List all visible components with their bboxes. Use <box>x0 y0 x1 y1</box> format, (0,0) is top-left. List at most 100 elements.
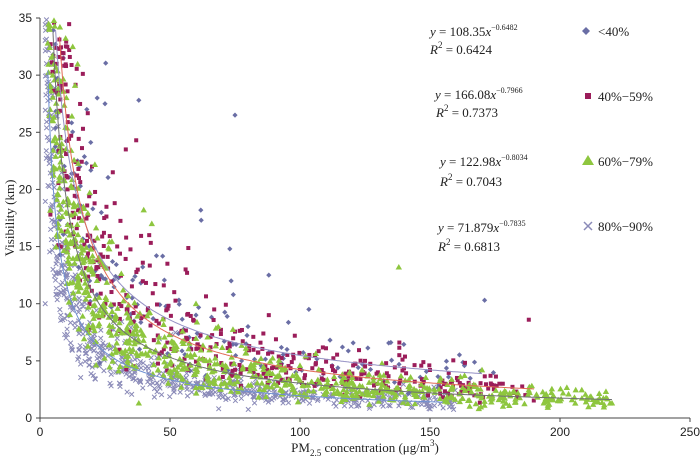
data-point <box>161 283 166 288</box>
data-point <box>184 393 191 399</box>
data-point <box>321 383 329 390</box>
data-point <box>113 339 120 346</box>
data-point <box>110 170 115 175</box>
data-point <box>230 368 235 373</box>
data-point <box>419 363 424 368</box>
tick-labels: 0 50 100 150 200 250 0 5 10 15 20 25 30 35 <box>19 11 700 439</box>
data-point <box>291 356 296 361</box>
data-point <box>433 397 439 403</box>
data-point <box>245 323 251 330</box>
data-point <box>192 300 200 307</box>
data-point <box>91 302 99 308</box>
data-point <box>167 374 175 381</box>
x-tick-label: 250 <box>680 425 700 439</box>
data-point <box>332 380 340 386</box>
data-point <box>245 382 252 388</box>
data-point <box>179 348 185 354</box>
data-point <box>90 206 96 212</box>
data-point <box>105 254 110 259</box>
data-point <box>131 310 136 315</box>
data-point <box>84 216 89 221</box>
data-point <box>70 210 75 215</box>
data-point <box>65 253 73 260</box>
data-point <box>190 371 198 378</box>
data-point <box>362 388 370 395</box>
data-point <box>102 101 108 107</box>
data-point <box>54 255 61 261</box>
data-point <box>466 403 473 409</box>
data-point <box>395 263 402 270</box>
data-point <box>178 384 185 390</box>
data-point <box>278 390 286 397</box>
data-point <box>270 350 275 355</box>
data-point <box>159 315 167 322</box>
data-point <box>229 373 234 378</box>
data-point <box>47 249 53 255</box>
data-point <box>289 360 294 365</box>
data-point <box>341 403 348 409</box>
data-point <box>397 372 405 379</box>
data-point <box>266 272 272 278</box>
data-point <box>160 253 166 259</box>
data-point <box>401 341 407 347</box>
data-point <box>384 377 391 384</box>
data-point <box>48 54 55 60</box>
data-point <box>54 61 59 66</box>
fit-curve-2 <box>52 32 613 401</box>
data-point <box>468 385 473 390</box>
data-point <box>42 301 48 307</box>
data-point <box>276 372 283 378</box>
data-point <box>128 319 135 325</box>
data-point <box>67 340 74 346</box>
data-point <box>223 383 230 390</box>
data-point <box>380 372 388 378</box>
data-point <box>531 398 536 403</box>
data-point <box>239 327 244 332</box>
data-point <box>71 260 78 266</box>
data-point <box>108 371 114 377</box>
data-point <box>178 376 185 383</box>
data-point <box>74 66 79 71</box>
data-point <box>481 402 488 408</box>
data-point <box>151 394 158 400</box>
y-tick-label: 35 <box>19 11 33 25</box>
data-point <box>78 237 86 243</box>
data-point <box>56 54 61 59</box>
data-point <box>477 400 482 405</box>
data-point <box>212 389 218 395</box>
data-point <box>74 226 79 231</box>
data-point <box>71 210 79 216</box>
data-point <box>426 393 431 398</box>
legend-item-3: 80%−90% <box>583 219 653 234</box>
data-point <box>545 401 553 407</box>
data-point <box>282 379 290 386</box>
data-point <box>44 39 52 46</box>
data-point <box>76 346 82 353</box>
data-point <box>260 366 267 372</box>
data-point <box>448 401 455 407</box>
data-point <box>342 378 347 383</box>
data-point <box>359 361 366 367</box>
data-point <box>227 388 235 394</box>
data-point <box>67 22 72 27</box>
data-point <box>345 348 351 354</box>
data-point <box>406 389 412 395</box>
data-point <box>397 381 402 386</box>
data-point <box>223 302 228 307</box>
data-point <box>90 315 97 321</box>
data-point <box>340 386 347 393</box>
data-point <box>557 385 564 392</box>
data-point <box>247 348 252 353</box>
data-point <box>115 367 122 374</box>
data-point <box>422 374 430 380</box>
data-point <box>143 280 148 285</box>
data-point <box>82 350 89 357</box>
data-point <box>438 385 443 390</box>
data-point <box>64 221 71 228</box>
data-point <box>148 220 155 227</box>
data-point <box>122 353 130 360</box>
data-point <box>101 243 106 248</box>
data-point <box>199 342 207 348</box>
data-point <box>228 278 234 284</box>
data-point <box>107 234 112 239</box>
